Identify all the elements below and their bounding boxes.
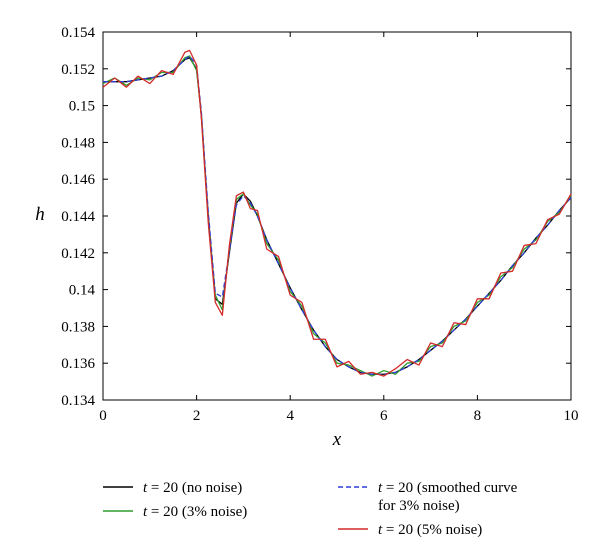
legend-entry-4: t = 20 (5% noise) (378, 522, 482, 538)
y-tick-label: 0.154 (61, 25, 95, 41)
x-tick-label: 0 (99, 408, 107, 424)
x-axis-label: x (332, 429, 342, 450)
legend-text: = 20 (5% noise) (382, 522, 482, 538)
x-tick-label: 10 (564, 408, 579, 424)
legend-entry-2: t = 20 (3% noise) (143, 504, 247, 520)
axis-ticks (102, 31, 572, 401)
legend-entry-3-line2: for 3% noise) (378, 498, 460, 514)
series-lines (102, 49, 572, 377)
legend-text: = 20 (no noise) (147, 480, 242, 496)
y-tick-label: 0.15 (69, 99, 95, 115)
y-axis-label: h (35, 204, 45, 225)
y-tick-label: 0.148 (61, 135, 95, 151)
y-tick-label: 0.144 (61, 209, 95, 225)
legend-text: = 20 (smoothed curve (382, 480, 517, 496)
x-tick-label: 6 (380, 408, 388, 424)
y-tick-label: 0.152 (61, 62, 95, 78)
x-tick-label: 2 (193, 408, 201, 424)
y-tick-label: 0.138 (61, 319, 95, 335)
legend-var: t (143, 504, 148, 520)
y-tick-label: 0.142 (61, 246, 95, 262)
legend-entry-3: t = 20 (smoothed curve (378, 480, 518, 496)
x-tick-label: 4 (286, 408, 294, 424)
legend-text: = 20 (3% noise) (147, 504, 247, 520)
axis-tick-labels: 0 2 4 6 8 10 0.134 0.136 0.138 0.14 0.142 0.144 0.14… (61, 25, 578, 424)
y-tick-label: 0.14 (69, 283, 96, 299)
legend-entry-1: t = 20 (no noise) (143, 480, 242, 496)
legend-var: t (143, 480, 148, 496)
legend-var: t (378, 480, 383, 496)
y-tick-label: 0.136 (61, 356, 95, 372)
y-tick-label: 0.146 (61, 172, 95, 188)
legend: t = 20 (no noise)t = 20 (3% noise)t = 20… (103, 480, 518, 538)
legend-var: t (378, 522, 383, 538)
y-tick-label: 0.134 (61, 393, 95, 409)
series-line-4 (102, 49, 572, 377)
x-tick-label: 8 (474, 408, 482, 424)
